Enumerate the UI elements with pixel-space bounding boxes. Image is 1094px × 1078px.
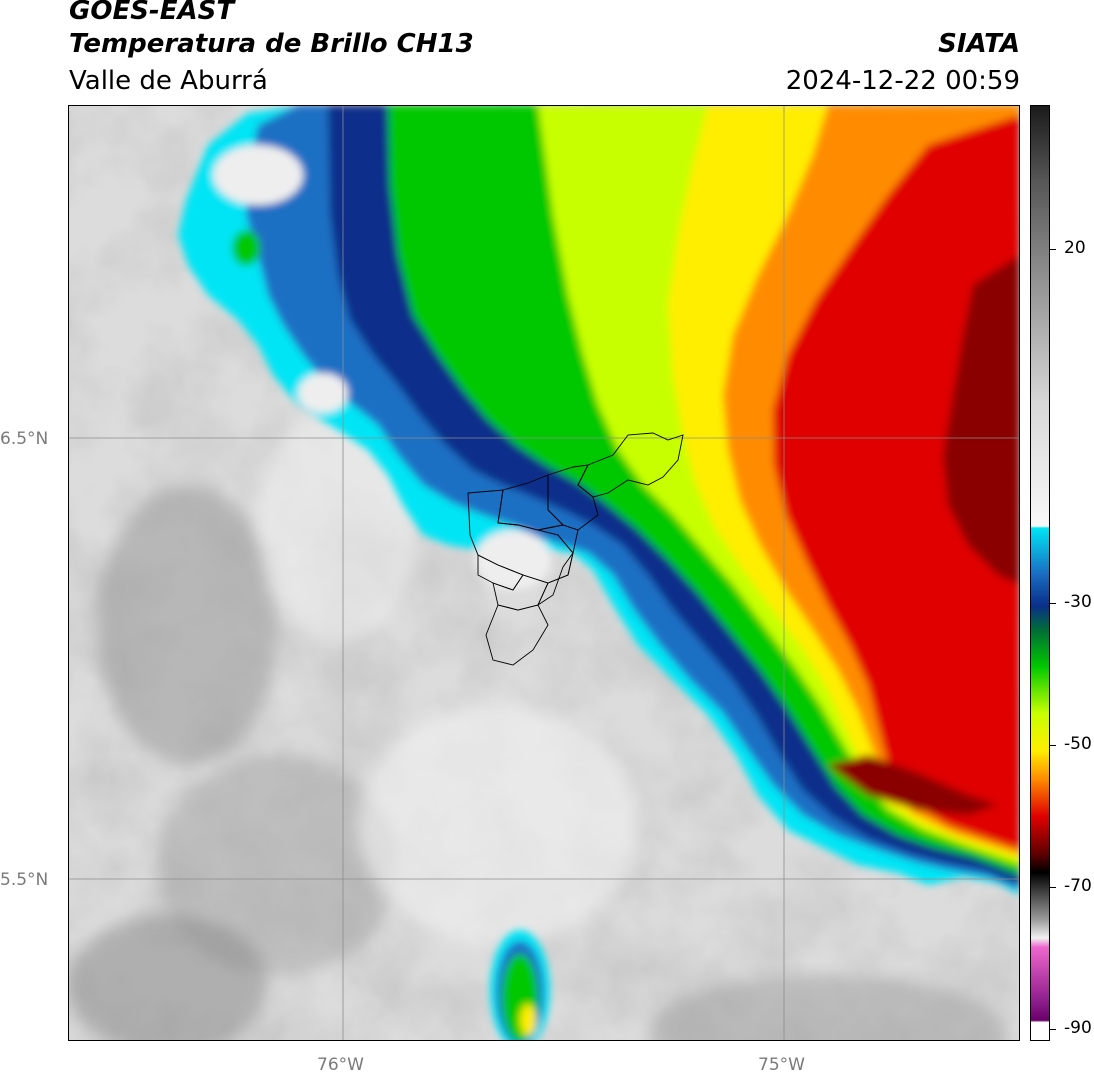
contour-red — [773, 115, 1020, 850]
nw-cell — [232, 230, 260, 266]
lon-label-75w: 75°W — [758, 1055, 805, 1075]
product-title: Temperatura de Brillo CH13 — [69, 29, 474, 59]
colorbar-label: -90 — [1064, 1018, 1092, 1038]
colorbar-tick — [1050, 1029, 1056, 1030]
lon-label-76w: 76°W — [317, 1055, 364, 1075]
colorbar-label: -50 — [1064, 734, 1092, 754]
contour-dark-red — [943, 255, 1020, 585]
lat-label-5-5: 5.5°N — [0, 870, 49, 890]
region-label: Valle de Aburrá — [69, 66, 268, 96]
clear-hole — [213, 145, 303, 205]
municipality-boundary — [536, 552, 574, 607]
brightness-temperature-map — [68, 105, 1020, 1041]
colorbar — [1030, 105, 1050, 1041]
clear-hole — [298, 373, 348, 413]
datetime-label: 2024-12-22 00:59 — [785, 66, 1020, 96]
agency-label: SIATA — [938, 29, 1020, 59]
cell-yellow — [520, 1004, 536, 1036]
gray-patch — [158, 755, 398, 975]
contour-dark-red — [828, 755, 998, 815]
colorbar-label: 20 — [1064, 238, 1086, 258]
light-patch — [358, 705, 638, 945]
clear-hole — [475, 530, 551, 590]
colorbar-label: -30 — [1064, 592, 1092, 612]
gray-patch — [648, 975, 1008, 1041]
municipality-boundary — [537, 524, 579, 554]
lat-label-6-5: 6.5°N — [0, 429, 49, 449]
gray-patch — [68, 915, 268, 1041]
colorbar-tick — [1050, 887, 1056, 888]
colorbar-label: -70 — [1064, 876, 1092, 896]
valle-aburra-boundaries — [467, 432, 684, 666]
colorbar-tick — [1050, 603, 1056, 604]
municipality-boundary — [577, 432, 684, 498]
gray-patch — [98, 485, 278, 765]
colorbar-tick — [1050, 249, 1056, 250]
satellite-title: GOES-EAST — [69, 0, 235, 26]
colorbar-gradient — [1030, 105, 1050, 1041]
municipality-boundary — [485, 604, 549, 666]
light-patch — [258, 405, 418, 645]
cloud-shield — [178, 105, 1020, 1041]
colorbar-tick — [1050, 745, 1056, 746]
